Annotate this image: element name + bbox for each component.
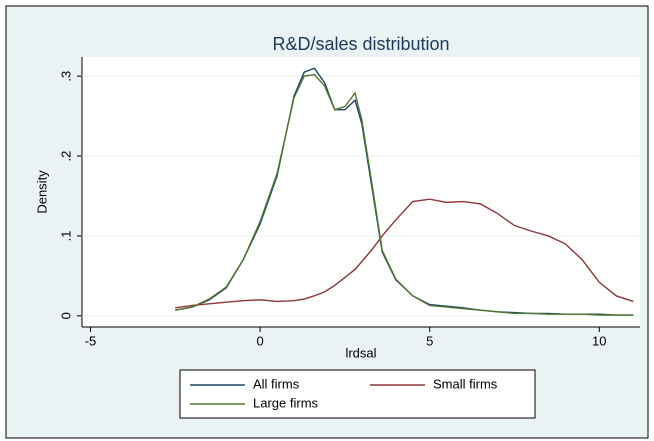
x-axis-title: lrdsal (345, 345, 376, 360)
y-tick-label: 0 (58, 312, 73, 319)
chart-title: R&D/sales distribution (272, 34, 449, 54)
y-tick-label: .3 (58, 71, 73, 82)
x-tick-label: 0 (256, 333, 263, 348)
y-tick-label: .1 (58, 231, 73, 242)
x-tick-label: -5 (85, 333, 97, 348)
plot-region (82, 57, 640, 327)
legend-label: Small firms (433, 376, 498, 391)
legend-label: All firms (253, 376, 300, 391)
line-series (175, 73, 634, 316)
y-tick-label: .2 (58, 151, 73, 162)
y-axis-title: Density (34, 170, 49, 214)
line-series (175, 198, 634, 309)
legend-label: Large firms (253, 395, 319, 410)
x-tick-label: 10 (592, 333, 606, 348)
legend (179, 369, 536, 419)
x-tick-label: 5 (426, 333, 433, 348)
